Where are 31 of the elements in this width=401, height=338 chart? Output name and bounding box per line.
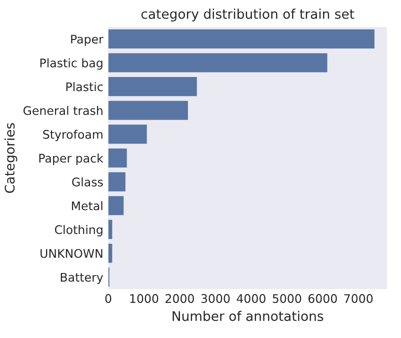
y-tick-label: Metal	[72, 201, 102, 210]
x-tick-label: 2000	[166, 294, 194, 303]
chart-title: category distribution of train set	[141, 8, 354, 22]
y-tick-label: Glass	[72, 177, 103, 186]
x-tick-label: 3000	[201, 294, 230, 303]
y-tick-label: UNKNOWN	[40, 248, 102, 258]
x-tick-label: 6000	[308, 294, 337, 303]
y-tick-label: Paper pack	[39, 154, 104, 165]
bar	[108, 77, 197, 96]
bar	[108, 124, 147, 144]
x-tick-label: 7000	[344, 294, 373, 303]
y-tick-label: Paper	[71, 34, 104, 46]
bar	[108, 244, 112, 263]
y-tick-label: Plastic bag	[40, 58, 102, 70]
bar	[108, 100, 188, 120]
bar	[108, 196, 124, 216]
x-tick-label: 0	[105, 294, 112, 303]
y-tick-label: Clothing	[54, 224, 102, 236]
bar	[108, 148, 127, 168]
x-tick-label: 5000	[272, 294, 302, 303]
y-tick-label: Styrofoam	[43, 130, 102, 142]
x-tick-label: 1000	[130, 294, 158, 303]
y-tick-label: Battery	[60, 272, 104, 284]
bar	[108, 29, 374, 48]
x-axis-title: Number of annotations	[172, 310, 324, 322]
x-tick-label: 4000	[236, 294, 266, 303]
bar	[108, 172, 126, 192]
y-axis-title: Categories	[4, 123, 18, 193]
bar	[108, 53, 328, 72]
y-tick-label: Plastic	[66, 82, 103, 92]
y-tick-label: General trash	[23, 106, 102, 116]
